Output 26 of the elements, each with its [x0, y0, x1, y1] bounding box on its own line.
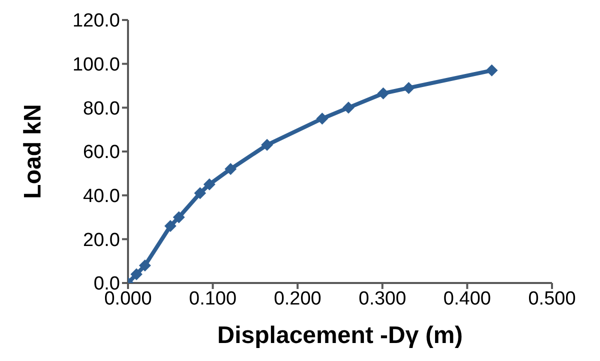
point	[224, 163, 237, 176]
y-axis-title: Load kN	[20, 104, 47, 199]
y-tick-label: 80.0	[83, 98, 120, 120]
point	[486, 64, 498, 76]
x-tick-label: 0.100	[189, 288, 237, 310]
y-tick-label: 20.0	[83, 230, 120, 251]
point	[316, 112, 328, 125]
point	[194, 187, 206, 200]
y-tick-label: 100.0	[72, 54, 120, 76]
point	[130, 268, 142, 280]
x-tick-label: 0.400	[443, 288, 491, 310]
point	[138, 259, 151, 272]
point	[342, 102, 354, 114]
point	[377, 87, 390, 100]
point	[261, 138, 274, 151]
x-tick-label: 0.500	[528, 288, 576, 310]
y-tick-label: 40.0	[83, 186, 120, 208]
point	[164, 220, 176, 232]
x-tick-label: 0.200	[274, 288, 322, 310]
y-tick-label: 60.0	[83, 142, 120, 164]
point	[203, 178, 216, 190]
x-tick-label: 0.300	[358, 288, 406, 310]
point	[402, 82, 415, 94]
y-tick-label: 120.0	[72, 10, 120, 32]
x-axis-title: Displacement -Dγ (m)	[217, 322, 463, 349]
point	[172, 211, 185, 224]
